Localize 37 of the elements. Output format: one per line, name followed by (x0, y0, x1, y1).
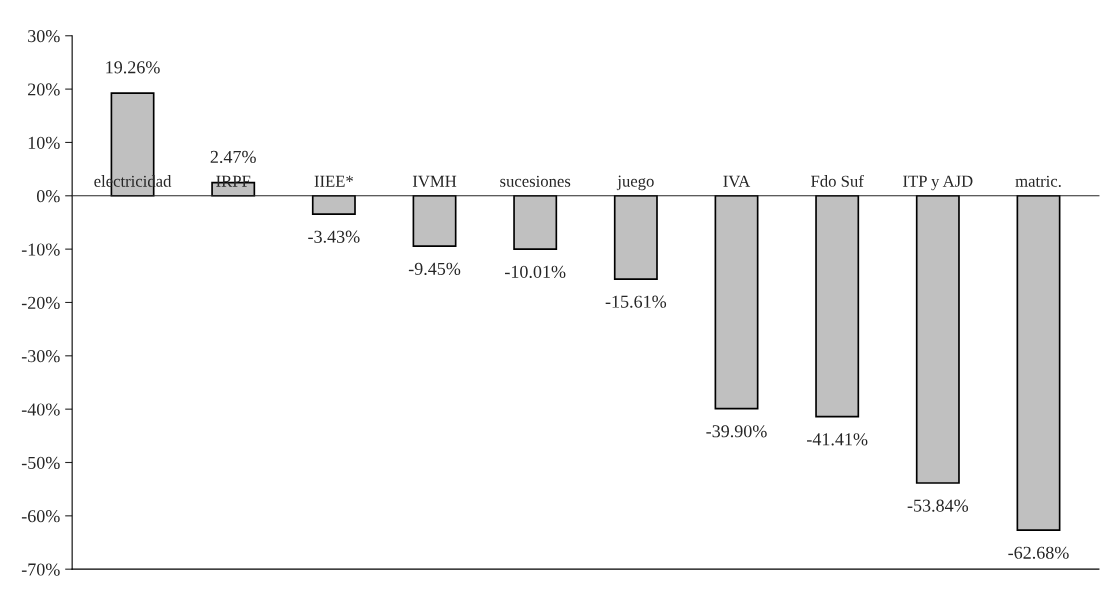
y-tick-label: 20% (28, 83, 60, 96)
y-tick-label: -30% (21, 350, 60, 363)
data-label: 19.26% (106, 61, 160, 74)
bar (1016, 194, 1061, 531)
data-label: -10.01% (505, 265, 566, 278)
y-tick-label: 10% (28, 136, 60, 149)
data-label: -62.68% (1008, 546, 1069, 559)
y-tick-label: -10% (21, 243, 60, 256)
data-label: -3.43% (308, 230, 360, 243)
y-tick-label: -70% (21, 563, 60, 576)
data-label: -53.84% (907, 499, 969, 512)
bar (412, 194, 457, 248)
bar (714, 194, 759, 410)
y-tick-label: 30% (28, 30, 60, 43)
y-tick-label: -40% (21, 403, 60, 416)
x-tick-label: IVA (723, 175, 751, 187)
x-tick-label: IIEE* (314, 175, 353, 187)
x-tick-label: ITP y AJD (903, 175, 973, 191)
x-tick-label: IVMH (412, 175, 457, 187)
x-tick-label: juego (616, 175, 654, 191)
bar (915, 194, 960, 484)
data-label: -9.45% (408, 262, 461, 275)
x-tick-label: matric. (1015, 175, 1061, 187)
bar (613, 194, 658, 280)
data-label: -15.61% (605, 295, 667, 308)
data-label: 2.47% (210, 150, 256, 164)
y-tick-label: -20% (21, 296, 60, 309)
y-tick-label: -50% (21, 456, 60, 469)
bar (311, 194, 356, 215)
x-tick-label: Fdo Suf (811, 174, 864, 187)
y-tick-label: -60% (21, 510, 60, 523)
data-label: -39.90% (706, 425, 767, 438)
x-tick-label: sucesiones (500, 175, 571, 187)
y-tick-label: 0% (36, 190, 60, 203)
bar (815, 194, 860, 418)
data-label: -41.41% (807, 433, 868, 446)
bar (513, 194, 558, 251)
